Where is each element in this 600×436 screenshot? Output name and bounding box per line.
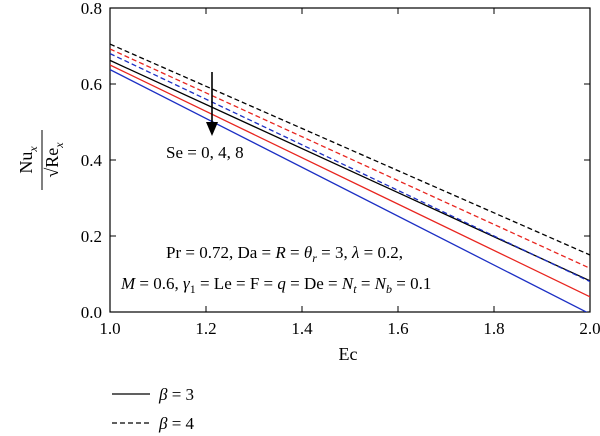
y-tick-label: 0.2 (81, 227, 102, 246)
y-axis-title-numerator: Nux (16, 146, 40, 174)
series-group (110, 43, 590, 312)
x-tick-label: 2.0 (579, 319, 600, 338)
y-tick-label: 0.4 (81, 151, 103, 170)
y-tick-label: 0.6 (81, 75, 102, 94)
series-line-beta-4-se-8 (110, 53, 590, 283)
y-axis-title-denominator: √Rex (42, 142, 66, 178)
x-axis-title: Ec (339, 344, 358, 364)
x-tick-label: 1.2 (195, 319, 216, 338)
parameter-line-2: M = 0.6, γ1 = Le = F = q = De = Nt = Nb … (120, 274, 431, 296)
series-line-beta-4-se-0 (110, 43, 590, 256)
y-axis-ticks: 0.0 0.2 0.4 0.6 0.8 (81, 0, 590, 322)
trend-arrow-head (206, 122, 218, 136)
x-tick-label: 1.6 (387, 319, 408, 338)
legend: β = 3 β = 4 (112, 385, 195, 433)
legend-label-beta-4: β = 4 (158, 414, 195, 433)
x-tick-label: 1.0 (99, 319, 120, 338)
series-line-beta-3-se-4 (110, 64, 590, 298)
series-line-beta-3-se-8 (110, 69, 588, 312)
legend-label-beta-3: β = 3 (158, 385, 194, 404)
y-axis-title: Nux √Rex (16, 130, 66, 190)
y-tick-label: 0.0 (81, 303, 102, 322)
y-tick-label: 0.8 (81, 0, 102, 18)
x-axis-ticks: 1.0 1.2 1.4 1.6 1.8 2.0 (99, 8, 600, 338)
x-tick-label: 1.4 (291, 319, 313, 338)
arrow-label: Se = 0, 4, 8 (166, 143, 244, 162)
x-tick-label: 1.8 (483, 319, 504, 338)
parameter-line-1: Pr = 0.72, Da = R = θr = 3, λ = 0.2, (166, 243, 403, 265)
